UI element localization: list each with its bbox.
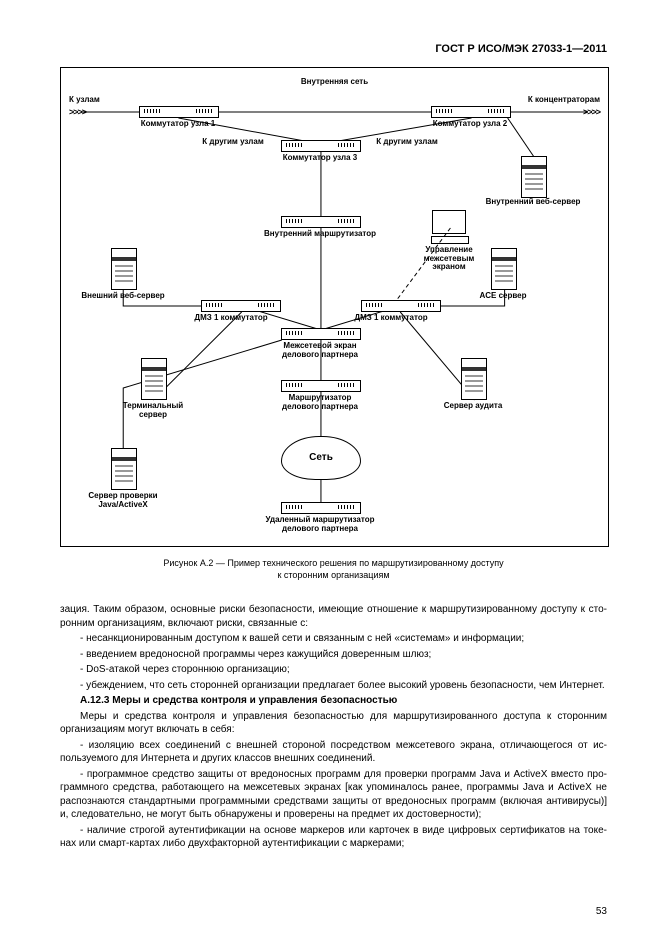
remote-router-label: Удаленный маршрутизатор делового партнер… (221, 516, 419, 534)
page-number: 53 (596, 905, 607, 919)
subheading: А.12.3 Меры и средства контроля и управл… (60, 694, 607, 708)
fw-mgmt-pc (431, 210, 467, 242)
internal-router-label: Внутренний маршрутизатор (247, 230, 393, 239)
bullet-4: - убеждением, что сеть сторонней организ… (60, 679, 607, 693)
body-text: зация. Таким образом, основные риски без… (60, 603, 607, 851)
internal-web-label: Внутренний веб-сервер (473, 198, 593, 207)
internal-router (281, 216, 361, 228)
internal-web-server (521, 156, 547, 198)
bullet-1: - несанкционированным доступом к вашей с… (60, 632, 607, 646)
external-web-server (111, 248, 137, 290)
dmz-left-label: ДМЗ 1 коммутатор (183, 314, 279, 323)
dmz-switch-left (201, 300, 281, 312)
dmz-right-label: ДМЗ 1 коммутатор (343, 314, 439, 323)
audit-label: Сервер аудита (429, 402, 517, 411)
audit-server (461, 358, 487, 400)
para-2: Меры и средства контроля и управления бе… (60, 710, 607, 737)
switch-1 (139, 106, 219, 118)
terminal-server (141, 358, 167, 400)
bullet-6: - программное средство защиты от вредоно… (60, 768, 607, 822)
switch-1-label: Коммутатор узла 1 (121, 120, 235, 129)
bullet-7: - наличие строгой аутентификации на осно… (60, 824, 607, 851)
java-label: Сервер проверки Java/ActiveX (73, 492, 173, 510)
remote-router (281, 502, 361, 514)
switch-2-label: Коммутатор узла 2 (413, 120, 527, 129)
bullet-2: - введением вредоносной программы через … (60, 648, 607, 662)
partner-fw-label: Межсетевой экран делового партнера (253, 342, 387, 360)
document-header: ГОСТ Р ИСО/МЭК 27033-1—2011 (60, 42, 607, 57)
arrows-right: >>>> (583, 106, 600, 118)
para-1: зация. Таким образом, основные риски без… (60, 603, 607, 630)
ace-label: ACE сервер (459, 292, 547, 301)
caption-line2: к сторонним организациям (277, 570, 389, 580)
dmz-switch-right (361, 300, 441, 312)
arrows-left: >>>> (69, 106, 86, 118)
other-nodes-l: К другим узлам (193, 138, 273, 147)
figure-caption: Рисунок А.2 — Пример технического решени… (60, 557, 607, 581)
java-server (111, 448, 137, 490)
other-nodes-r: К другим узлам (367, 138, 447, 147)
ace-server (491, 248, 517, 290)
fw-mgmt-label: Управление межсетевым экраном (413, 246, 485, 272)
bullet-5: - изоляцию всех соединений с внешней сто… (60, 739, 607, 766)
partner-router-label: Маршрутизатор делового партнера (253, 394, 387, 412)
to-nodes-left: К узлам (69, 96, 100, 105)
partner-router (281, 380, 361, 392)
external-web-label: Внешний веб-сервер (77, 292, 169, 301)
inner-net-label: Внутренняя сеть (61, 78, 608, 87)
network-diagram: Внутренняя сеть >>>> К узлам >>>> К конц… (60, 67, 609, 547)
switch-3 (281, 140, 361, 152)
partner-firewall (281, 328, 361, 340)
caption-line1: Рисунок А.2 — Пример технического решени… (163, 558, 503, 568)
switch-3-label: Коммутатор узла 3 (263, 154, 377, 163)
to-concentrators: К концентраторам (528, 96, 600, 105)
terminal-label: Терминальный сервер (109, 402, 197, 420)
bullet-3: - DoS-атакой через стороннюю организацию… (60, 663, 607, 677)
switch-2 (431, 106, 511, 118)
network-cloud: Сеть (281, 436, 361, 480)
